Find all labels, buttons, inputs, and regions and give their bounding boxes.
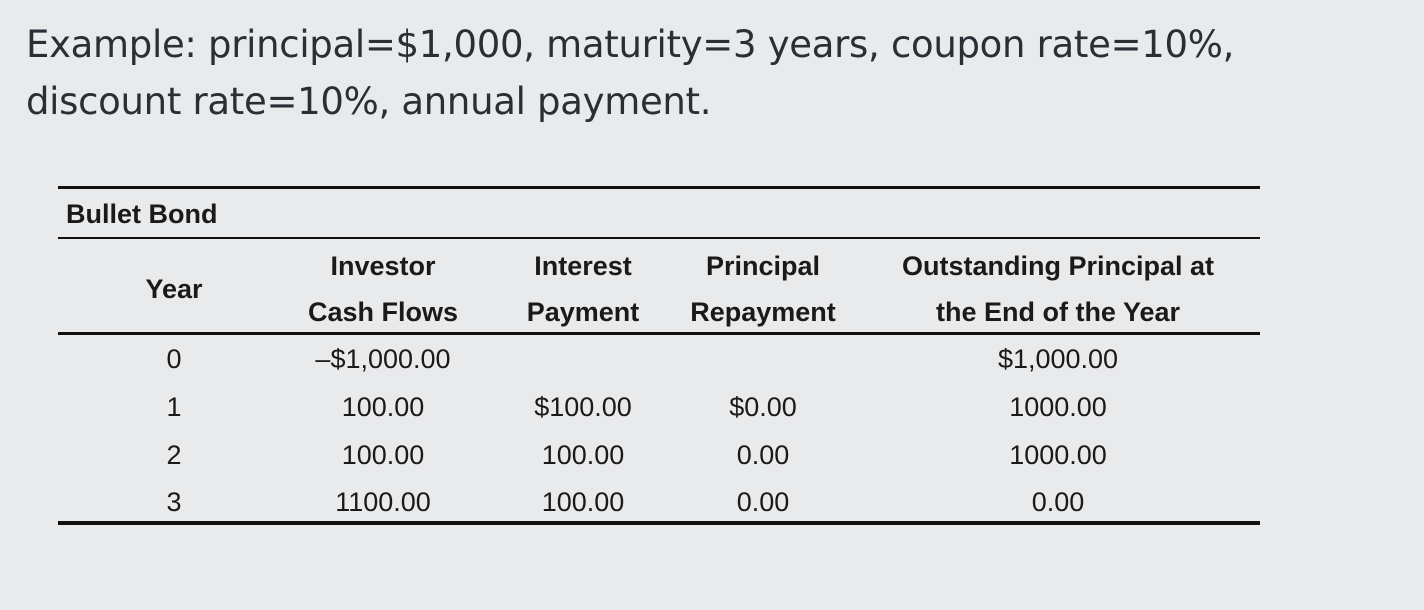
- cell-principal-repayment: $0.00: [729, 392, 797, 422]
- cell-outstanding-principal: 1000.00: [1009, 392, 1107, 422]
- cell-year: 1: [166, 392, 182, 422]
- cell-interest-payment: 100.00: [541, 440, 625, 470]
- caption-rule: [58, 237, 1260, 239]
- cell-year: 0: [166, 344, 182, 374]
- table-caption: Bullet Bond: [66, 199, 218, 229]
- header-interest-payment: Interest Payment: [526, 251, 640, 327]
- header-outstanding-principal: Outstanding Principal at the End of the …: [901, 251, 1215, 327]
- example-line-2: discount rate=10%, annual payment.: [26, 80, 712, 123]
- cell-principal-repayment: 0.00: [736, 487, 790, 517]
- cell-interest-payment: 100.00: [541, 487, 625, 517]
- cell-investor-cash-flow: 100.00: [341, 440, 425, 470]
- header-investor-cash-flows: Investor Cash Flows: [307, 251, 459, 327]
- header-rule: [58, 332, 1260, 335]
- table-top-rule: [58, 186, 1260, 189]
- header-year: Year: [145, 274, 203, 304]
- cell-outstanding-principal: 1000.00: [1009, 440, 1107, 470]
- table-bottom-rule: [58, 521, 1260, 525]
- cell-year: 2: [166, 440, 182, 470]
- example-line-1: Example: principal=$1,000, maturity=3 ye…: [26, 23, 1235, 66]
- example-description: Example: principal=$1,000, maturity=3 ye…: [26, 16, 1406, 130]
- cell-principal-repayment: 0.00: [736, 440, 790, 470]
- header-principal-repayment: Principal Repayment: [690, 251, 836, 327]
- cell-year: 3: [166, 487, 182, 517]
- bullet-bond-table: Bullet Bond Year Investor Cash Flows Int…: [58, 186, 1260, 526]
- cell-investor-cash-flow: 1100.00: [335, 487, 431, 517]
- cell-interest-payment: $100.00: [534, 392, 632, 422]
- cell-investor-cash-flow: 100.00: [341, 392, 425, 422]
- cell-outstanding-principal: 0.00: [1031, 487, 1085, 517]
- cell-outstanding-principal: $1,000.00: [997, 344, 1119, 374]
- cell-investor-cash-flow: –$1,000.00: [315, 344, 451, 374]
